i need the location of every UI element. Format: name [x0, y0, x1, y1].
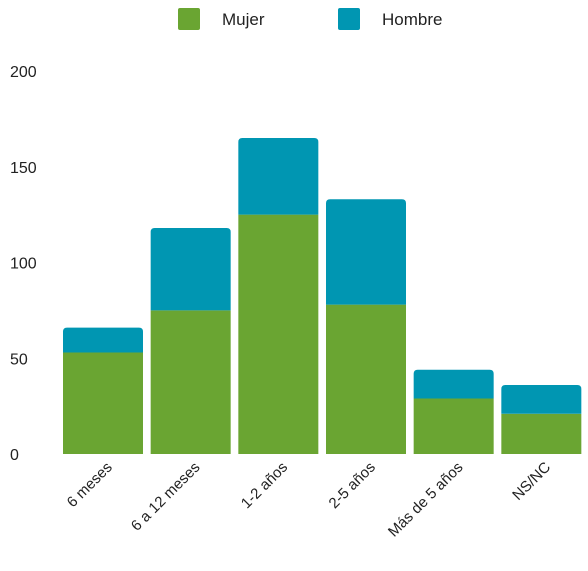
legend: Mujer Hombre	[178, 8, 442, 30]
bars	[63, 138, 582, 454]
legend-label-hombre: Hombre	[382, 10, 442, 29]
x-tick-label: 2-5 años	[326, 459, 379, 512]
bar-hombre-0	[63, 327, 143, 353]
x-tick-label: NS/NC	[509, 459, 554, 504]
legend-swatch-mujer	[178, 8, 200, 30]
y-tick-label: 150	[10, 160, 37, 177]
y-axis-ticks: 0 50 100 150 200	[10, 64, 37, 464]
y-tick-label: 50	[10, 351, 28, 368]
bar-hombre-3	[326, 199, 406, 305]
legend-swatch-hombre	[338, 8, 360, 30]
x-tick-label: 6 meses	[64, 459, 116, 511]
y-tick-label: 100	[10, 256, 37, 273]
bar-mujer-1	[150, 310, 231, 454]
x-tick-label: 6 a 12 meses	[128, 459, 204, 535]
bar-hombre-1	[150, 228, 231, 311]
bar-hombre-4	[413, 369, 494, 399]
bar-mujer-4	[413, 398, 494, 454]
bar-hombre-5	[501, 385, 582, 414]
bar-mujer-0	[63, 352, 143, 454]
x-tick-label: Más de 5 años	[385, 459, 467, 541]
x-axis-ticks: 6 meses 6 a 12 meses 1-2 años 2-5 años Más d…	[64, 459, 555, 541]
x-tick-label: 1-2 años	[238, 459, 291, 512]
bar-hombre-2	[238, 138, 319, 215]
bar-mujer-3	[326, 304, 406, 454]
bar-mujer-5	[501, 413, 582, 454]
y-tick-label: 0	[10, 447, 19, 464]
y-tick-label: 200	[10, 64, 37, 81]
bar-mujer-2	[238, 214, 319, 454]
legend-label-mujer: Mujer	[222, 10, 265, 29]
